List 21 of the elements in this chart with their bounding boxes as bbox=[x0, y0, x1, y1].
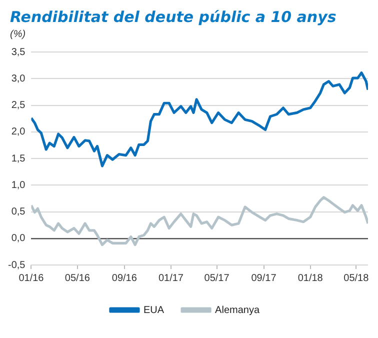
x-tick-label: 05/18 bbox=[344, 272, 370, 284]
x-tick-label: 01/16 bbox=[18, 272, 44, 284]
x-tick-label: 05/17 bbox=[204, 272, 230, 284]
x-tick-label: 09/17 bbox=[251, 272, 277, 284]
y-tick-label: 1,0 bbox=[11, 180, 26, 191]
y-tick-label: 1,5 bbox=[11, 153, 26, 164]
y-tick-label: 3,5 bbox=[11, 46, 26, 58]
y-tick-label: -0,5 bbox=[8, 260, 26, 271]
x-tick-label: 01/18 bbox=[298, 272, 324, 284]
x-tick-label: 01/17 bbox=[158, 272, 184, 284]
y-tick-label: 0,0 bbox=[11, 233, 26, 244]
y-tick-label: 3,0 bbox=[11, 73, 26, 84]
y-axis-title: (%) bbox=[9, 28, 27, 40]
y-tick-label: 2,5 bbox=[11, 100, 26, 111]
legend-label: Alemanya bbox=[215, 304, 260, 316]
y-tick-label: 0,5 bbox=[11, 206, 26, 218]
y-tick-label: 2,0 bbox=[11, 126, 26, 138]
chart-title: Rendibilitat del deute públic a 10 anys bbox=[9, 7, 338, 26]
x-tick-label: 05/16 bbox=[64, 272, 90, 284]
x-tick-label: 09/16 bbox=[112, 272, 138, 284]
legend-label: EUA bbox=[143, 304, 164, 316]
